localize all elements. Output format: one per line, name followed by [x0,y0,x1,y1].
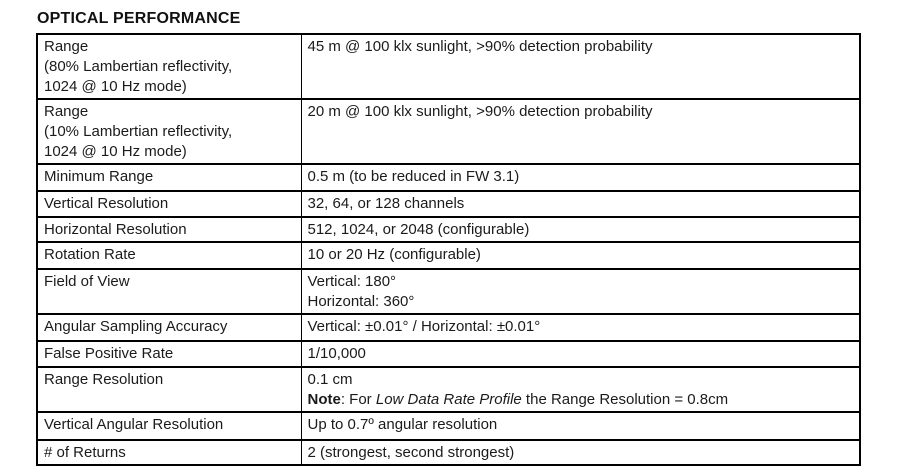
spec-label-cell: Vertical Angular Resolution [36,411,302,441]
range-resolution-value: 0.1 cm [307,371,353,388]
optical-performance-table: Range (80% Lambertian reflectivity, 1024… [36,33,861,466]
note-text: : For [340,391,376,408]
table-row-field-of-view: Field of View Vertical: 180° Horizontal:… [36,268,861,315]
spec-value-cell: 0.5 m (to be reduced in FW 3.1) [300,163,861,192]
table-row-range-80: Range (80% Lambertian reflectivity, 1024… [36,33,861,100]
spec-label-cell: Horizontal Resolution [36,216,302,243]
table-row-horizontal-resolution: Horizontal Resolution 512, 1024, or 2048… [36,216,861,243]
spec-value-cell: 1/10,000 [300,340,861,368]
spec-value-cell: 45 m @ 100 klx sunlight, >90% detection … [300,33,861,100]
spec-label-cell: Minimum Range [36,163,302,192]
note-text-tail: the Range Resolution = 0.8cm [521,391,729,408]
table-row-range-resolution: Range Resolution 0.1 cm Note: For Low Dat… [36,366,861,413]
spec-label-cell: Range (80% Lambertian reflectivity, 1024… [36,33,302,100]
table-row-rotation-rate: Rotation Rate 10 or 20 Hz (configurable) [36,241,861,270]
spec-label-cell: Angular Sampling Accuracy [36,313,302,342]
note-italic-text: Low Data Rate Profile [375,391,522,408]
spec-label-cell: Range (10% Lambertian reflectivity, 1024… [36,98,302,165]
spec-value-cell: 2 (strongest, second strongest) [300,439,861,466]
spec-label-cell: Range Resolution [36,366,302,413]
table-row-angular-sampling-accuracy: Angular Sampling Accuracy Vertical: ±0.0… [36,313,861,342]
spec-value-cell: 0.1 cm Note: For Low Data Rate Profile th… [300,366,861,413]
spec-value-cell: 32, 64, or 128 channels [300,190,861,218]
note-bold-label: Note [307,391,341,408]
table-row-vertical-angular-resolution: Vertical Angular Resolution Up to 0.7º a… [36,411,861,441]
spec-value-cell: Vertical: ±0.01° / Horizontal: ±0.01° [300,313,861,342]
range-resolution-note: Note: For Low Data Rate Profile the Rang… [308,390,854,410]
table-row-minimum-range: Minimum Range 0.5 m (to be reduced in FW… [36,163,861,192]
page-title: OPTICAL PERFORMANCE [37,10,241,27]
spec-value-cell: Vertical: 180° Horizontal: 360° [300,268,861,315]
table-row-false-positive-rate: False Positive Rate 1/10,000 [36,340,861,368]
spec-value-cell: 10 or 20 Hz (configurable) [300,241,861,270]
table-row-vertical-resolution: Vertical Resolution 32, 64, or 128 chann… [36,190,861,218]
spec-value-cell: 512, 1024, or 2048 (configurable) [300,216,861,243]
spec-label-cell: Rotation Rate [36,241,302,270]
spec-label-cell: False Positive Rate [36,340,302,368]
table-row-range-10: Range (10% Lambertian reflectivity, 1024… [36,98,861,165]
spec-label-cell: # of Returns [36,439,302,466]
table-row-num-returns: # of Returns 2 (strongest, second strong… [36,439,861,466]
spec-label-cell: Vertical Resolution [36,190,302,218]
spec-value-cell: 20 m @ 100 klx sunlight, >90% detection … [300,98,861,165]
spec-label-cell: Field of View [36,268,302,315]
spec-value-cell: Up to 0.7º angular resolution [300,411,861,441]
